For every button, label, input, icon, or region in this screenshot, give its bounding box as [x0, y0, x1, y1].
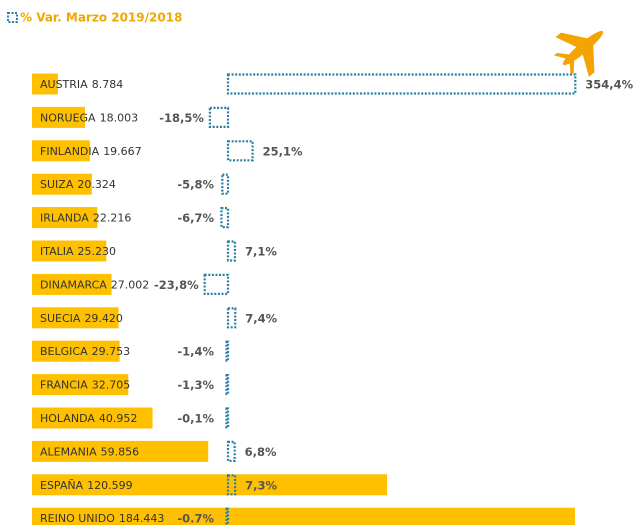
variation-label: -0.7% — [177, 512, 214, 525]
variation-bar — [226, 240, 237, 262]
variation-label: -23,8% — [154, 278, 199, 292]
bar — [32, 140, 90, 162]
variation-bar — [226, 73, 577, 95]
bar-label: BELGICA 29.753 — [40, 345, 130, 358]
category-label: FINLANDIA — [40, 145, 100, 158]
bar-label: ITALIA 25.230 — [40, 245, 116, 258]
variation-bar — [226, 440, 236, 462]
bar — [32, 207, 98, 229]
variation-label: -1,3% — [177, 378, 214, 392]
value-label: 18.003 — [100, 111, 139, 124]
category-label: REINO UNIDO — [40, 512, 115, 525]
category-label: ESPAÑA — [40, 479, 84, 492]
bar — [32, 407, 153, 429]
variation-label: 6,8% — [245, 445, 277, 459]
value-label: 184.443 — [119, 512, 165, 525]
bar — [32, 173, 92, 195]
bar — [32, 106, 86, 128]
bar-label: SUIZA 20.324 — [40, 178, 116, 191]
bar — [32, 474, 388, 496]
bar — [32, 507, 575, 525]
variation-label: 7,4% — [245, 311, 277, 325]
variation-bar — [226, 140, 254, 162]
title-icon — [7, 12, 18, 23]
bar-label: NORUEGA 18.003 — [40, 111, 138, 124]
bar — [32, 307, 119, 329]
bar-label: DINAMARCA 27.002 — [40, 278, 149, 291]
bar-label: IRLANDA 22.216 — [40, 212, 131, 225]
variation-bar — [221, 173, 230, 195]
bar — [32, 440, 209, 462]
variation-label: 25,1% — [263, 144, 303, 158]
value-label: 29.753 — [92, 345, 131, 358]
value-label: 22.216 — [93, 212, 132, 225]
bar-label: FINLANDIA 19.667 — [40, 145, 142, 158]
bar — [32, 73, 58, 95]
variation-label: -1,4% — [177, 345, 214, 359]
value-label: 59.856 — [101, 445, 140, 458]
variation-label: -5,8% — [177, 178, 214, 192]
bar-label: SUECIA 29.420 — [40, 312, 123, 325]
value-label: 19.667 — [103, 145, 142, 158]
value-label: 8.784 — [92, 78, 124, 91]
bar-label: ALEMANIA 59.856 — [40, 445, 139, 458]
category-label: BELGICA — [40, 345, 88, 358]
variation-label: 354,4% — [585, 78, 633, 92]
value-label: 27.002 — [111, 278, 150, 291]
variation-label: -0,1% — [177, 412, 214, 426]
category-label: ITALIA — [40, 245, 74, 258]
category-label: AUSTRIA — [40, 78, 88, 91]
variation-label: -6,7% — [177, 211, 214, 225]
bar-label: AUSTRIA 8.784 — [40, 78, 123, 91]
variation-bar — [208, 106, 230, 129]
variation-bar — [226, 474, 237, 496]
category-label: SUIZA — [40, 178, 74, 191]
value-label: 29.420 — [84, 312, 123, 325]
category-label: DINAMARCA — [40, 278, 107, 291]
value-label: 120.599 — [87, 479, 133, 492]
bar-label: ESPAÑA 120.599 — [40, 479, 133, 492]
value-label: 32.705 — [92, 379, 131, 392]
variation-bar — [225, 407, 230, 429]
bar — [32, 240, 107, 262]
bar-label: REINO UNIDO 184.443 — [40, 512, 164, 525]
bar-label: FRANCIA 32.705 — [40, 379, 130, 392]
category-label: ALEMANIA — [40, 445, 97, 458]
value-label: 40.952 — [99, 412, 138, 425]
category-label: FRANCIA — [40, 379, 88, 392]
bar — [32, 374, 129, 396]
value-label: 25.230 — [78, 245, 117, 258]
value-label: 20.324 — [77, 178, 116, 191]
chart-title: % Var. Marzo 2019/2018 — [20, 11, 182, 25]
variation-bar — [203, 273, 230, 295]
variation-bar — [225, 374, 230, 396]
variation-bar — [226, 307, 237, 329]
variation-bar — [225, 340, 230, 362]
variation-label: 7,3% — [245, 478, 277, 492]
bar — [32, 340, 120, 362]
variation-label: -18,5% — [159, 111, 204, 125]
category-label: IRLANDA — [40, 212, 89, 225]
bar — [32, 273, 112, 295]
variation-label: 7,1% — [245, 245, 277, 259]
category-label: NORUEGA — [40, 111, 96, 124]
variation-bar — [220, 207, 230, 229]
category-label: HOLANDA — [40, 412, 95, 425]
variation-bar — [225, 507, 230, 525]
category-label: SUECIA — [40, 312, 81, 325]
bar-label: HOLANDA 40.952 — [40, 412, 137, 425]
plane-icon — [553, 30, 604, 77]
